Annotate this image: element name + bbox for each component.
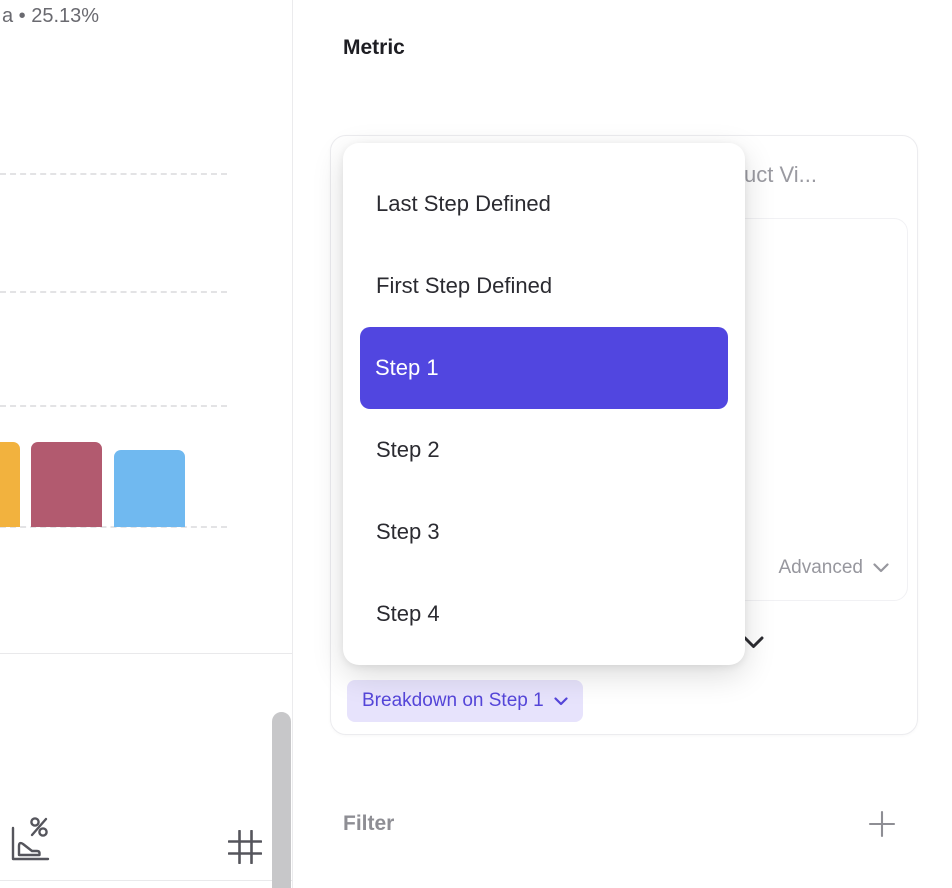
dropdown-option-label: Step 2: [376, 437, 440, 462]
breakdown-chip[interactable]: Breakdown on Step 1: [347, 680, 583, 722]
chevron-down-icon: [554, 696, 568, 705]
chevron-down-icon: [873, 563, 889, 573]
gridline: [0, 173, 227, 175]
metric-section-title: Metric: [343, 36, 405, 59]
series-legend-truncated: a • 25.13%: [2, 5, 100, 27]
filter-section-title: Filter: [343, 812, 395, 835]
dropdown-option[interactable]: Step 3: [343, 491, 745, 573]
dropdown-option-label: First Step Defined: [376, 273, 553, 298]
breakdown-chip-label: Breakdown on Step 1: [362, 690, 544, 711]
hash-icon[interactable]: [228, 830, 262, 864]
chart-panel: a • 25.13%: [0, 0, 293, 888]
gridline-baseline: [0, 526, 227, 528]
advanced-toggle[interactable]: Advanced: [778, 557, 889, 579]
dropdown-option[interactable]: Step 2: [343, 409, 745, 491]
chart-bar-series-2[interactable]: [31, 442, 102, 527]
dropdown-option-label: Step 4: [376, 601, 440, 626]
panel-divider: [0, 653, 292, 654]
chevron-down-icon: [743, 636, 764, 648]
dropdown-option[interactable]: Last Step Defined: [343, 163, 745, 245]
dropdown-option-label: Last Step Defined: [376, 191, 551, 216]
chart-bar-series-1[interactable]: [0, 442, 20, 527]
vertical-scrollbar-thumb[interactable]: [272, 712, 291, 888]
gridline: [0, 291, 227, 293]
dropdown-option-label: Step 1: [375, 355, 439, 380]
advanced-label: Advanced: [778, 557, 863, 578]
collapse-metric-chevron[interactable]: [743, 636, 764, 649]
dropdown-option[interactable]: Step 4: [343, 573, 745, 655]
gridline: [0, 405, 227, 407]
conversion-rate-chart-icon[interactable]: [8, 816, 50, 864]
event-name-truncated[interactable]: uct Vi...: [744, 162, 817, 187]
panel-divider: [0, 880, 292, 881]
dropdown-option[interactable]: Step 1: [360, 327, 728, 409]
step-dropdown-menu: Last Step Defined First Step Defined Ste…: [343, 143, 745, 665]
dropdown-option-label: Step 3: [376, 519, 440, 544]
plus-icon: [868, 810, 896, 838]
add-filter-button[interactable]: [868, 810, 896, 838]
filter-section: Filter: [343, 804, 896, 844]
chart-bar-series-3[interactable]: [114, 450, 185, 527]
dropdown-option[interactable]: First Step Defined: [343, 245, 745, 327]
